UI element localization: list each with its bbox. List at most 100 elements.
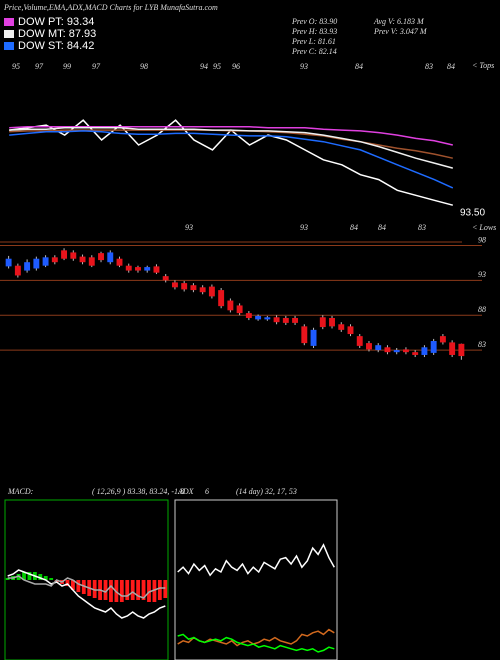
adx-period: 6 — [205, 487, 209, 496]
histogram-bar — [103, 580, 108, 600]
legend-swatch — [4, 30, 14, 38]
candle-body — [51, 257, 58, 263]
candle-body — [393, 350, 400, 353]
top-label: 93 — [300, 62, 308, 71]
histogram-bar — [76, 580, 81, 592]
candle-body — [319, 317, 326, 328]
candle-body — [14, 265, 21, 276]
tops-label: < Tops — [472, 61, 494, 70]
stat: Avg V: 6.183 M — [373, 17, 425, 26]
y-tick-label: 88 — [478, 305, 486, 314]
histogram-bar — [136, 580, 141, 600]
candle-body — [329, 317, 335, 327]
legend-label: DOW MT: 87.93 — [18, 28, 96, 40]
candle-body — [439, 336, 446, 343]
top-label: 99 — [63, 62, 71, 71]
candle-body — [282, 317, 289, 323]
candle-body — [402, 349, 409, 353]
candle-body — [190, 285, 197, 291]
stat: Prev L: 81.61 — [291, 37, 336, 46]
lows-label: < Lows — [472, 223, 496, 232]
y-tick-label: 93 — [478, 270, 486, 279]
candle-body — [301, 326, 308, 344]
candle-body — [218, 290, 225, 307]
candle-body — [208, 286, 215, 297]
stat: Prev V: 3.047 M — [373, 27, 428, 36]
candle-body — [245, 313, 252, 318]
legend-label: DOW ST: 84.42 — [18, 40, 94, 52]
top-label: 97 — [92, 62, 101, 71]
adx-params: (14 day) 32, 17, 53 — [236, 487, 297, 496]
top-label: 96 — [232, 62, 240, 71]
top-label: 95 — [213, 62, 221, 71]
candle-body — [430, 341, 437, 353]
candle-body — [421, 347, 428, 355]
candle-body — [24, 262, 31, 271]
histogram-bar — [147, 580, 151, 602]
series-line — [9, 129, 453, 159]
low-label: 83 — [418, 223, 426, 232]
candle-body — [255, 315, 262, 320]
candle-body — [98, 253, 104, 261]
histogram-bar — [16, 574, 21, 580]
top-label: 83 — [425, 62, 433, 71]
series-line — [7, 569, 166, 619]
candle-body — [273, 317, 280, 323]
histogram-bar — [109, 580, 113, 602]
candle-body — [162, 276, 169, 281]
macd-params: ( 12,26,9 ) 83.38, 83.24, -1.8 — [92, 487, 184, 496]
legend-swatch — [4, 42, 14, 50]
candle-body — [338, 324, 345, 330]
y-tick-label: 98 — [478, 235, 486, 244]
series-line — [9, 126, 453, 169]
candle-body — [70, 252, 77, 259]
candle-body — [310, 329, 317, 346]
histogram-bar — [27, 572, 32, 580]
y-tick-label: 83 — [478, 340, 486, 349]
histogram-bar — [65, 580, 70, 586]
panel-frame — [174, 499, 338, 660]
histogram-bar — [130, 580, 135, 600]
histogram-bar — [141, 580, 146, 600]
candle-body — [458, 343, 465, 357]
candle-body — [347, 326, 354, 335]
histogram-bar — [157, 580, 162, 600]
candle-body — [366, 343, 372, 350]
histogram-bar — [125, 580, 130, 600]
histogram-bar — [49, 578, 54, 580]
candle-body — [116, 258, 123, 266]
series-line — [9, 126, 453, 146]
candle-body — [135, 267, 141, 271]
candle-body — [144, 267, 151, 271]
low-label: 93 — [185, 223, 193, 232]
histogram-bar — [92, 580, 97, 598]
candle-body — [61, 250, 68, 259]
stat: Prev O: 83.90 — [291, 17, 337, 26]
stat: Prev C: 82.14 — [291, 47, 337, 56]
histogram-bar — [81, 580, 86, 594]
low-label: 93 — [300, 223, 308, 232]
series-line — [9, 130, 454, 189]
candle-body — [227, 300, 234, 311]
histogram-bar — [22, 572, 26, 580]
histogram-bar — [38, 574, 43, 580]
stat: Prev H: 83.93 — [291, 27, 337, 36]
histogram-bar — [119, 580, 124, 602]
candle-body — [181, 283, 188, 290]
panel-frame — [4, 499, 169, 660]
top-label: 94 — [200, 62, 208, 71]
candle-body — [199, 287, 206, 293]
candle-body — [449, 342, 456, 355]
candle-body — [384, 347, 391, 353]
histogram-bar — [5, 578, 10, 580]
histogram-bar — [43, 576, 48, 580]
candle-body — [88, 257, 95, 266]
series-line — [177, 543, 335, 577]
legend-swatch — [4, 18, 14, 26]
top-label: 95 — [12, 62, 20, 71]
top-label: 84 — [355, 62, 363, 71]
adx-title: ADX — [177, 487, 195, 496]
